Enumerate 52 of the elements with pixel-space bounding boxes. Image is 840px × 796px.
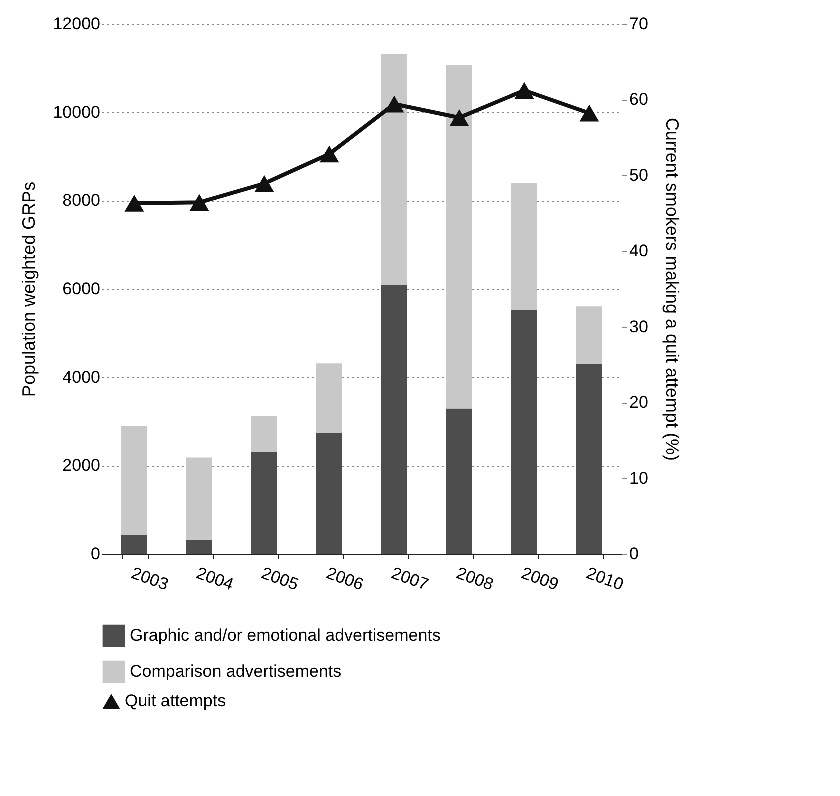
bar — [576, 364, 602, 554]
x-tick-label: 2003 — [129, 564, 172, 594]
y-tick-label: 4000 — [62, 368, 100, 387]
x-tick-label: 2008 — [454, 564, 496, 594]
y-tick-label: 12000 — [53, 14, 100, 34]
legend-label: Comparison advertisements — [130, 662, 342, 681]
y2-tick-label: 30 — [630, 317, 648, 336]
x-tick-label: 2004 — [194, 564, 236, 594]
x-tick-label: 2007 — [389, 564, 432, 594]
legend-label: Quit attempts — [125, 692, 226, 710]
bar — [316, 433, 342, 554]
y-tick-label: 6000 — [62, 280, 100, 298]
y2-tick-label: 60 — [630, 90, 648, 110]
bar — [122, 535, 148, 554]
y2-tick-label: 0 — [630, 544, 639, 564]
bar — [512, 183, 538, 310]
bar — [186, 458, 212, 540]
y-tick-label: 8000 — [62, 191, 100, 210]
point — [580, 104, 600, 122]
x-tick-label: 2010 — [584, 564, 626, 594]
y-tick-label: 0 — [91, 544, 100, 564]
x-tick-label: 2005 — [259, 564, 302, 594]
point — [384, 96, 404, 113]
point — [514, 82, 534, 100]
y2-tick-label: 40 — [630, 242, 648, 261]
bar — [186, 540, 212, 554]
y2-axis-title: Current smokers making a quit attempt (%) — [662, 118, 682, 462]
point — [254, 175, 274, 192]
bar — [382, 285, 408, 554]
y2-tick-label: 20 — [630, 393, 648, 412]
y-tick-label: 2000 — [62, 456, 100, 476]
bar — [316, 364, 342, 434]
point — [124, 195, 144, 212]
y-axis-title: Population weighted GRPs — [19, 182, 40, 398]
y2-tick-label: 10 — [630, 468, 648, 488]
legend-label: Graphic and/or emotional advertisements — [130, 626, 441, 645]
y2-tick-label: 50 — [630, 166, 648, 185]
x-tick-label: 2009 — [519, 564, 562, 594]
bar — [446, 66, 472, 409]
bar — [382, 54, 408, 286]
bar — [446, 408, 472, 554]
point — [450, 109, 470, 126]
bar — [122, 426, 148, 536]
y-tick-label: 10000 — [53, 102, 100, 122]
point — [320, 146, 340, 163]
bar — [252, 452, 278, 554]
x-tick-label: 2006 — [324, 564, 366, 594]
y2-tick-label: 70 — [630, 14, 648, 34]
bar — [576, 306, 602, 365]
bar — [252, 416, 278, 452]
bar — [512, 310, 538, 554]
point — [190, 194, 210, 212]
